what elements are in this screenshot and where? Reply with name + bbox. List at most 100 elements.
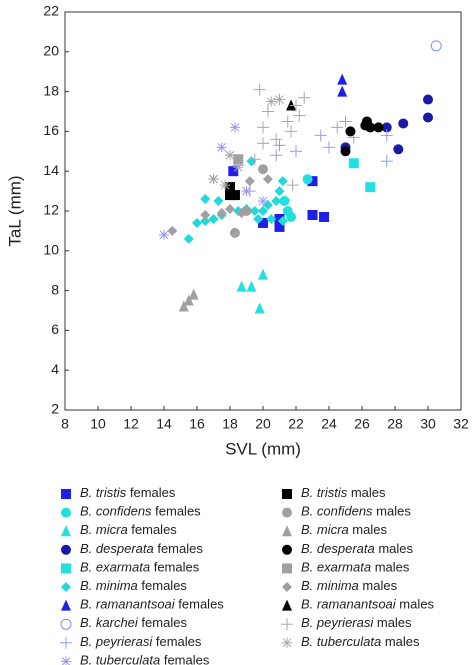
y-tick-label: 12 bbox=[43, 202, 59, 218]
legend-marker bbox=[61, 656, 71, 665]
data-point bbox=[337, 85, 348, 97]
data-point bbox=[159, 229, 169, 240]
data-point bbox=[361, 116, 372, 127]
legend-label: B. tuberculata males bbox=[301, 634, 420, 649]
legend-marker bbox=[61, 563, 71, 574]
data-point bbox=[192, 217, 202, 228]
y-tick-label: 4 bbox=[51, 361, 59, 377]
data-point bbox=[266, 213, 277, 224]
y-tick-label: 20 bbox=[43, 43, 59, 59]
legend-label: B. confidens females bbox=[80, 504, 201, 519]
data-point bbox=[277, 176, 288, 187]
data-point bbox=[246, 280, 257, 292]
legend-marker bbox=[60, 636, 72, 649]
data-point bbox=[200, 209, 211, 220]
data-point bbox=[319, 211, 330, 222]
x-tick-label: 16 bbox=[189, 416, 205, 432]
data-point bbox=[285, 125, 298, 138]
legend-marker bbox=[282, 563, 292, 574]
x-tick-label: 24 bbox=[321, 416, 337, 432]
legend-label: B. desperata females bbox=[80, 541, 203, 556]
data-point bbox=[200, 215, 211, 226]
data-point bbox=[258, 217, 268, 228]
x-tick-label: 18 bbox=[222, 416, 238, 432]
data-point bbox=[262, 174, 273, 185]
data-point bbox=[258, 196, 268, 207]
data-point bbox=[307, 176, 318, 187]
x-tick-label: 28 bbox=[387, 416, 403, 432]
data-point bbox=[423, 112, 433, 123]
data-point bbox=[293, 109, 306, 122]
data-point bbox=[337, 73, 348, 85]
data-point bbox=[167, 225, 178, 236]
data-point bbox=[236, 207, 247, 218]
data-point bbox=[225, 150, 235, 161]
data-point bbox=[365, 182, 376, 193]
data-point bbox=[258, 164, 268, 175]
data-point bbox=[323, 141, 335, 154]
x-tick-label: 14 bbox=[156, 416, 172, 432]
data-point bbox=[216, 142, 227, 153]
data-point bbox=[331, 121, 344, 134]
data-point bbox=[290, 145, 302, 158]
x-tick-label: 10 bbox=[90, 416, 106, 432]
legend-marker bbox=[282, 637, 292, 648]
data-point bbox=[348, 158, 359, 169]
x-tick-label: 12 bbox=[123, 416, 139, 432]
data-point bbox=[393, 144, 404, 155]
data-point bbox=[225, 204, 235, 215]
data-point bbox=[228, 166, 239, 177]
data-point bbox=[257, 137, 269, 150]
data-point bbox=[229, 122, 240, 133]
legend-marker bbox=[61, 525, 71, 537]
data-point bbox=[340, 146, 351, 157]
y-tick-label: 10 bbox=[43, 242, 59, 258]
data-point bbox=[188, 288, 199, 300]
data-point bbox=[345, 126, 356, 137]
data-point bbox=[430, 40, 442, 52]
data-point bbox=[290, 99, 302, 112]
data-point bbox=[380, 155, 393, 168]
data-point bbox=[298, 91, 311, 104]
y-tick-label: 6 bbox=[51, 321, 59, 337]
data-point bbox=[208, 174, 219, 185]
data-point bbox=[225, 182, 235, 193]
data-point bbox=[271, 196, 282, 207]
data-point bbox=[381, 122, 392, 133]
data-point bbox=[266, 96, 277, 107]
data-point bbox=[274, 213, 285, 224]
x-tick-label: 8 bbox=[61, 416, 69, 432]
legend-marker bbox=[61, 599, 71, 611]
data-point bbox=[216, 207, 227, 218]
y-tick-label: 14 bbox=[43, 162, 59, 178]
legend-label: B. exarmata females bbox=[80, 560, 200, 575]
data-point bbox=[253, 213, 264, 224]
data-point bbox=[253, 83, 266, 96]
legend-label: B. minima males bbox=[301, 578, 398, 593]
data-point bbox=[277, 215, 288, 226]
data-point bbox=[241, 186, 252, 197]
legend-label: B. micra females bbox=[80, 523, 177, 538]
data-point bbox=[273, 139, 286, 152]
x-tick-label: 20 bbox=[255, 416, 271, 432]
data-point bbox=[274, 221, 285, 232]
data-point bbox=[258, 268, 268, 280]
data-point bbox=[274, 94, 285, 105]
data-point bbox=[281, 115, 294, 128]
legend-marker bbox=[61, 544, 71, 555]
legend-label: B. tristis females bbox=[80, 485, 176, 500]
data-point bbox=[270, 149, 283, 162]
data-point bbox=[229, 227, 240, 238]
legend-label: B. minima females bbox=[80, 578, 187, 593]
legend-label: B. ramanantsoai females bbox=[80, 597, 224, 612]
data-point bbox=[258, 206, 268, 216]
data-point bbox=[183, 233, 194, 244]
legend-marker bbox=[282, 507, 292, 518]
data-point bbox=[229, 190, 240, 201]
legend-marker bbox=[61, 507, 71, 518]
x-tick-label: 32 bbox=[453, 416, 469, 432]
data-point bbox=[220, 180, 231, 191]
legend-label: B. confidens males bbox=[301, 504, 411, 519]
legend-label: B. peyrierasi females bbox=[80, 634, 202, 649]
